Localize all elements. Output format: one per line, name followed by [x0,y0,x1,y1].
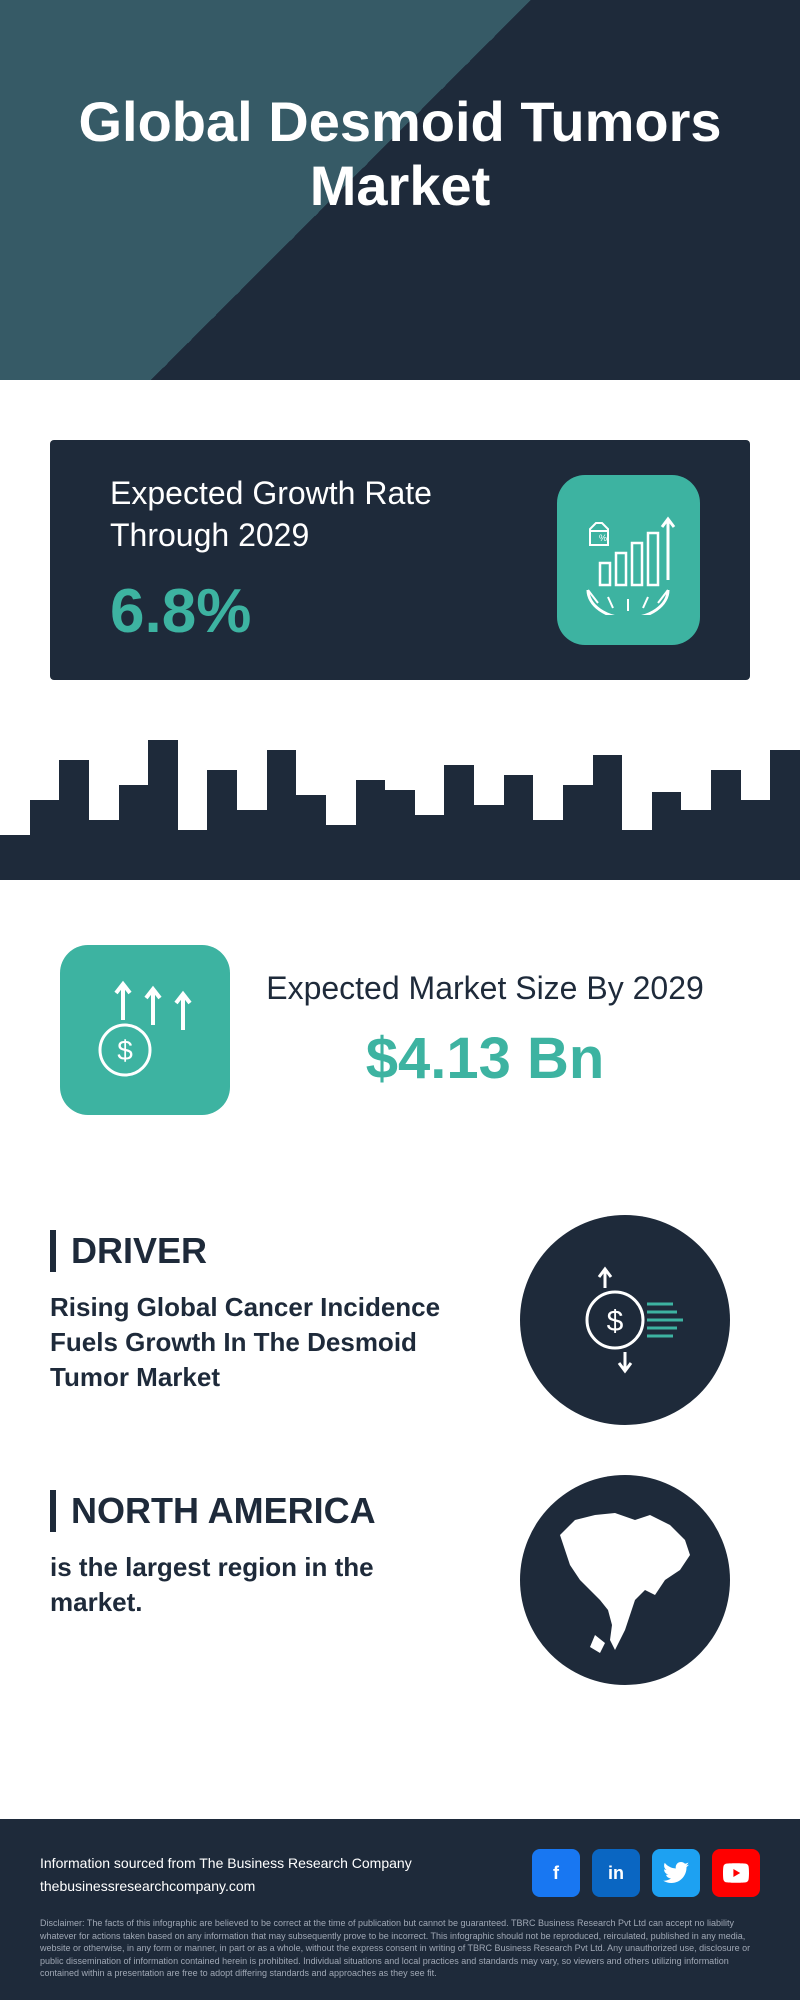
skyline-building [385,790,415,880]
skyline-building [622,830,652,880]
skyline-building [89,820,119,880]
twitter-icon[interactable] [652,1849,700,1897]
skyline-building [711,770,741,880]
svg-text:%: % [599,533,607,543]
skyline-building [148,740,178,880]
region-icon-circle [520,1475,730,1685]
footer: Information sourced from The Business Re… [0,1819,800,2000]
skyline-building [652,792,682,880]
skyline-building [504,775,534,880]
linkedin-icon[interactable]: in [592,1849,640,1897]
region-text: is the largest region in the market. [50,1550,450,1620]
skyline-building [474,805,504,880]
disclaimer-text: Disclaimer: The facts of this infographi… [40,1917,760,1980]
skyline-building [119,785,149,880]
market-size-value: $4.13 Bn [230,1025,740,1092]
growth-text-block: Expected Growth Rate Through 2029 6.8% [110,473,557,647]
skyline-building [444,765,474,880]
skyline-building [681,810,711,880]
source-line-1: Information sourced from The Business Re… [40,1852,412,1874]
growth-label: Expected Growth Rate Through 2029 [110,473,557,556]
growth-value: 6.8% [110,576,557,647]
footer-source: Information sourced from The Business Re… [40,1852,412,1897]
skyline-building [593,755,623,880]
driver-icon-circle: $ [520,1215,730,1425]
skyline-silhouette [0,730,800,880]
skyline-building [0,835,30,880]
svg-text:$: $ [117,1035,133,1066]
skyline-building [356,780,386,880]
skyline-building [267,750,297,880]
page-title: Global Desmoid Tumors Market [0,90,800,219]
facebook-icon[interactable]: f [532,1849,580,1897]
social-icons: f in [532,1849,760,1897]
market-size-section: $ Expected Market Size By 2029 $4.13 Bn [0,880,800,1180]
market-icon-box: $ [60,945,230,1115]
skyline-building [741,800,771,880]
skyline-building [59,760,89,880]
growth-card: Expected Growth Rate Through 2029 6.8% % [50,440,750,680]
skyline-building [30,800,60,880]
market-text-block: Expected Market Size By 2029 $4.13 Bn [230,968,740,1092]
footer-top-row: Information sourced from The Business Re… [40,1849,760,1897]
driver-text: Rising Global Cancer Incidence Fuels Gro… [50,1290,450,1395]
skyline-building [296,795,326,880]
skyline-building [533,820,563,880]
skyline-building [326,825,356,880]
skyline-building [207,770,237,880]
north-america-map-icon [540,1495,710,1665]
skyline-building [415,815,445,880]
transaction-icon: $ [555,1250,695,1390]
dollar-arrows-icon: $ [85,970,205,1090]
market-size-label: Expected Market Size By 2029 [230,968,740,1010]
source-line-2: thebusinessresearchcompany.com [40,1875,412,1897]
svg-text:$: $ [607,1305,624,1338]
skyline-building [237,810,267,880]
growth-chart-icon: % [568,505,688,615]
skyline-building [178,830,208,880]
skyline-building [563,785,593,880]
youtube-icon[interactable] [712,1849,760,1897]
skyline-building [770,750,800,880]
growth-icon-box: % [557,475,700,645]
